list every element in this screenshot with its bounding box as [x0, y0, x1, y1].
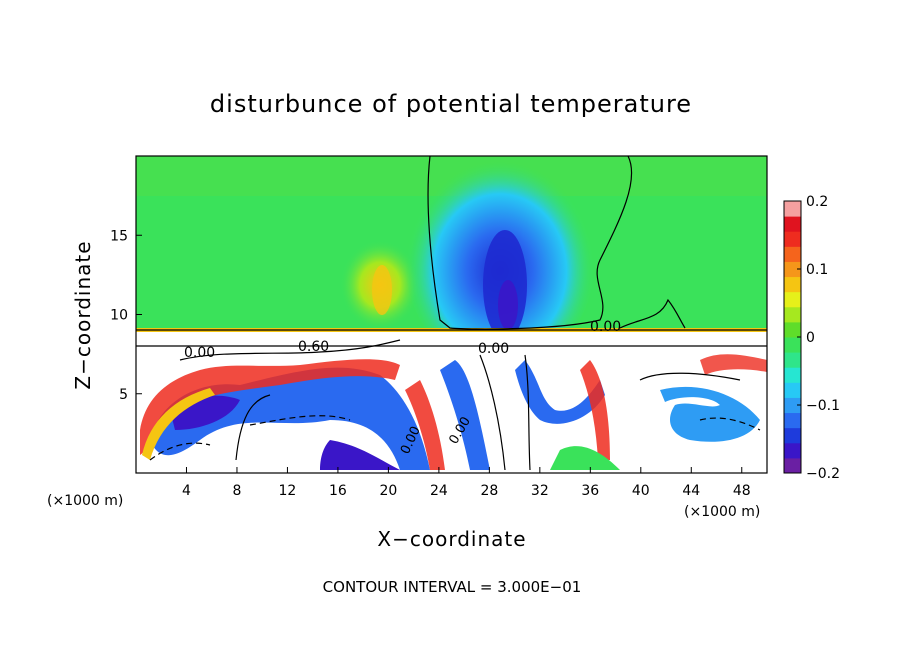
warm-anomaly-left-edge [142, 388, 215, 460]
x-tick-label: 12 [279, 483, 297, 499]
y-tick-label: 10 [110, 308, 128, 324]
contour-lower-dashed-2 [149, 442, 211, 461]
x-tick-label: 48 [733, 483, 751, 499]
x-tick-label: 8 [232, 483, 241, 499]
y-tick-label: 15 [110, 228, 128, 244]
chart-title: disturbunce of potential temperature [210, 90, 692, 118]
colorbar-swatch [784, 397, 801, 414]
colorbar-swatch [784, 337, 801, 353]
warm-anomaly-center [405, 380, 445, 470]
colorbar-swatch [784, 457, 801, 474]
x-tick-label: 16 [329, 483, 347, 499]
zero-contour-upper [427, 156, 633, 330]
cold-plume-center [498, 280, 518, 330]
warm-anomaly-core [372, 265, 392, 315]
colorbar-swatch [784, 412, 801, 429]
z-axis-unit: (×1000 m) [684, 504, 760, 520]
mixed-anomaly-right [660, 386, 760, 442]
contour-label: 0.00 [478, 341, 509, 357]
colorbar-swatch [784, 231, 801, 247]
contour-lower-5 [235, 394, 271, 461]
cold-anomaly-center [440, 360, 490, 470]
colorbar: 0.2 0.1 0 −0.1 −0.2 [783, 194, 840, 482]
x-axis-label: X−coordinate [377, 527, 526, 551]
contour-lower-4 [639, 372, 741, 381]
contour-label: 0.60 [298, 339, 329, 355]
colorbar-swatch [784, 276, 801, 293]
colorbar-label: 0.1 [806, 262, 828, 278]
x-tick-label: 4 [182, 483, 191, 499]
contour-lower-dashed-3 [699, 417, 761, 431]
contour-lower-dashed [249, 415, 351, 426]
tropopause-band-white [136, 332, 767, 346]
colorbar-swatch [784, 306, 801, 323]
colorbar-swatch [784, 382, 801, 398]
x-axis: 4 8 12 16 20 24 28 32 36 40 44 48 [182, 467, 751, 499]
colorbar-swatch [784, 367, 801, 383]
contour-lines [136, 156, 767, 471]
y-tick-label: 5 [119, 387, 128, 403]
colorbar-label: 0.2 [806, 194, 828, 210]
y-axis: 5 10 15 [110, 228, 142, 403]
x-tick-label: 32 [531, 483, 549, 499]
x-tick-label: 40 [632, 483, 650, 499]
warm-anomaly-left [140, 359, 400, 455]
cold-anomaly-base [320, 440, 400, 470]
contour-label: 0.00 [590, 319, 621, 335]
contour-lower-2 [479, 354, 506, 471]
contour-label: 0.00 [184, 345, 215, 361]
x-tick-label: 24 [430, 483, 448, 499]
colorbar-swatch [784, 321, 801, 338]
x-tick-label: 44 [682, 483, 700, 499]
contour-interval-note: CONTOUR INTERVAL = 3.000E−01 [323, 578, 582, 596]
plot-area [136, 156, 767, 473]
warm-anomaly-bottom [550, 446, 620, 470]
tropopause-band [136, 328, 767, 334]
x-tick-label: 28 [480, 483, 498, 499]
y-axis-label: Z−coordinate [71, 240, 95, 389]
warm-anomaly-right [580, 360, 610, 460]
colorbar-label: 0 [806, 330, 815, 346]
x-tick-label: 20 [379, 483, 397, 499]
contour-peak [619, 298, 686, 329]
colorbar-swatch [784, 246, 801, 262]
warm-anomaly-far-right [700, 354, 767, 375]
x-axis-unit: (×1000 m) [47, 493, 123, 509]
cold-anomaly-right [515, 360, 605, 424]
colorbar-swatch [784, 427, 801, 444]
colorbar-swatch [784, 291, 801, 308]
colorbar-swatch [784, 201, 801, 217]
x-tick-label: 36 [581, 483, 599, 499]
colorbar-label: −0.2 [806, 466, 840, 482]
contour-lower-1 [179, 339, 401, 361]
colorbar-label: −0.1 [806, 398, 840, 414]
colorbar-swatch [784, 216, 801, 232]
colorbar-swatch [784, 352, 801, 368]
colorbar-swatch [784, 442, 801, 459]
colorbar-swatch [784, 261, 801, 278]
contour-lower-3 [524, 354, 531, 471]
